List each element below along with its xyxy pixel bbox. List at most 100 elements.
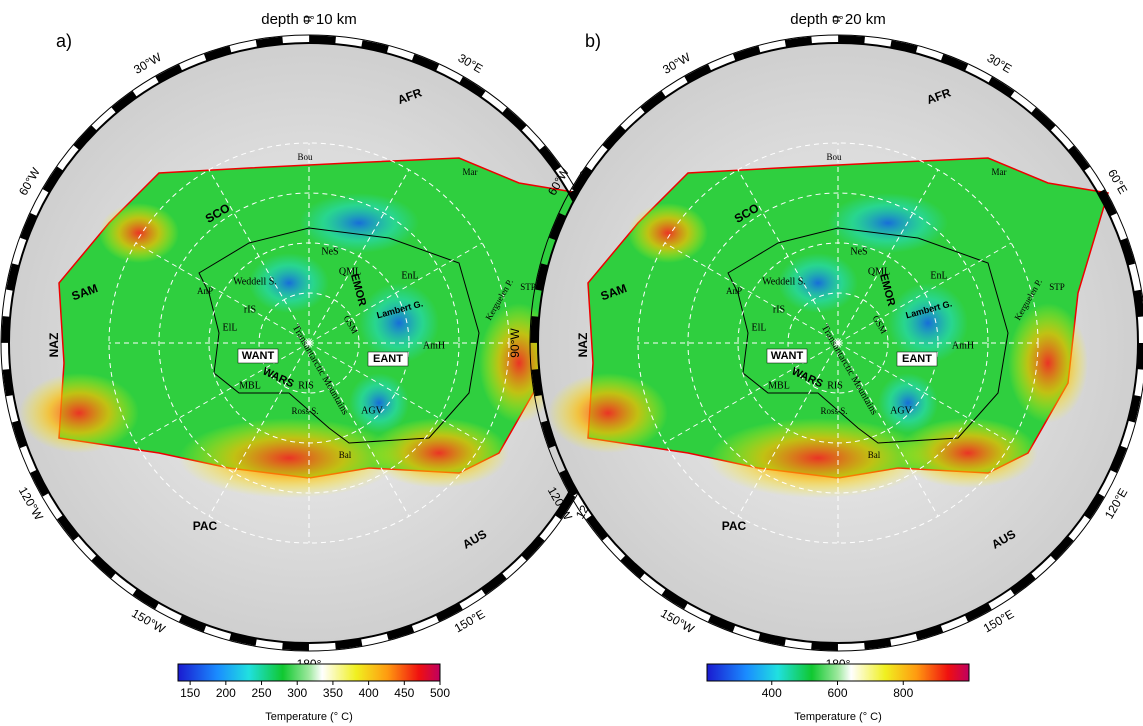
colorbar-tick-label: 450 bbox=[394, 686, 414, 700]
region-label: RIS bbox=[827, 380, 843, 391]
meridian bbox=[664, 342, 839, 444]
meridian bbox=[308, 242, 483, 344]
region-label: Bal bbox=[868, 450, 881, 460]
warm-anomaly bbox=[898, 418, 1038, 488]
map-panel: depth = 10 kma)0°30°E60°E90°E120°E150°E1… bbox=[0, 11, 639, 723]
region-label: Bou bbox=[297, 152, 313, 162]
colorbar-tick-label: 300 bbox=[287, 686, 307, 700]
label-box bbox=[367, 351, 409, 367]
colorbar-label: Temperature (° C) bbox=[794, 711, 882, 723]
degree-label: 60°W bbox=[16, 165, 43, 198]
colorbar-label: Temperature (° C) bbox=[265, 711, 353, 723]
region-label: NeS bbox=[850, 246, 867, 257]
meridian bbox=[308, 169, 410, 344]
region-label: WANT bbox=[771, 350, 804, 362]
colorbar-tick-label: 500 bbox=[430, 686, 450, 700]
warm-anomaly bbox=[548, 373, 668, 453]
region-label: ElL bbox=[752, 322, 767, 333]
meridian bbox=[664, 242, 839, 344]
meridian bbox=[135, 342, 310, 444]
warm-anomaly bbox=[99, 203, 179, 263]
region-label: MBL bbox=[768, 380, 790, 391]
region-label: NAZ bbox=[47, 333, 61, 358]
region-label: PAC bbox=[193, 519, 218, 533]
region-label: AmH bbox=[952, 340, 974, 351]
panel-label: a) bbox=[56, 31, 72, 51]
meridian bbox=[308, 342, 410, 517]
region-label: PAC bbox=[722, 519, 747, 533]
region-label: QML bbox=[868, 266, 890, 277]
warm-anomaly bbox=[628, 203, 708, 263]
region-label: ElL bbox=[223, 322, 238, 333]
region-label: Mar bbox=[463, 167, 478, 177]
region-label: Weddell S. bbox=[233, 276, 277, 287]
degree-label: 90°W bbox=[508, 328, 522, 358]
region-label: EANT bbox=[373, 353, 403, 365]
warm-anomaly bbox=[369, 418, 509, 488]
warm-anomaly bbox=[1008, 303, 1088, 423]
graticule bbox=[687, 192, 989, 494]
label-box bbox=[766, 348, 808, 364]
warm-anomaly bbox=[708, 418, 928, 498]
degree-label: 150°W bbox=[658, 606, 697, 637]
region-label: QML bbox=[339, 266, 361, 277]
antarctica-outline bbox=[727, 227, 1009, 444]
region-label: rIS bbox=[244, 304, 256, 315]
meridian bbox=[208, 342, 310, 517]
warm-anomaly bbox=[179, 418, 399, 498]
region-label: EnL bbox=[930, 270, 947, 281]
region-label: Bou bbox=[826, 152, 842, 162]
degree-label: 120°E bbox=[1102, 486, 1131, 521]
region-label: rIS bbox=[773, 304, 785, 315]
degree-label: 30°E bbox=[985, 51, 1015, 76]
region-label: RIS bbox=[298, 380, 314, 391]
colorbar-tick-label: 400 bbox=[762, 686, 782, 700]
region-label: MBL bbox=[239, 380, 261, 391]
meridian bbox=[737, 169, 839, 344]
cold-anomaly bbox=[349, 373, 409, 433]
colorbar bbox=[706, 663, 970, 682]
colorbar bbox=[177, 663, 441, 682]
meridian bbox=[837, 169, 939, 344]
antarctica-outline bbox=[198, 227, 480, 444]
region-label: EnL bbox=[401, 270, 418, 281]
meridian bbox=[135, 242, 310, 344]
panel-label: b) bbox=[585, 31, 601, 51]
cold-anomaly bbox=[878, 373, 938, 433]
label-box bbox=[237, 348, 279, 364]
region-label: Mar bbox=[992, 167, 1007, 177]
panel-title: depth = 10 km bbox=[261, 11, 356, 28]
region-label: STP bbox=[520, 282, 536, 292]
meridian bbox=[837, 242, 1012, 344]
region-label: Weddell S. bbox=[762, 276, 806, 287]
degree-label: 0° bbox=[832, 13, 844, 27]
map-panel: depth = 20 kmb)0°30°E60°E90°E120°E150°E1… bbox=[508, 11, 1143, 723]
meridian bbox=[837, 342, 939, 517]
colorbar-tick-label: 200 bbox=[216, 686, 236, 700]
colorbar-tick-label: 400 bbox=[359, 686, 379, 700]
meridian bbox=[308, 342, 483, 444]
colorbar-tick-label: 150 bbox=[180, 686, 200, 700]
degree-label: 60°E bbox=[1105, 167, 1130, 197]
region-label: NAZ bbox=[576, 333, 590, 358]
region-label: AGV bbox=[361, 405, 383, 416]
region-label: STP bbox=[1049, 282, 1065, 292]
region-label: Ross S. bbox=[820, 406, 847, 416]
colorbar-tick-label: 800 bbox=[893, 686, 913, 700]
region-label: Ross S. bbox=[291, 406, 318, 416]
frame-ticks bbox=[530, 35, 1143, 651]
frame bbox=[537, 42, 1139, 644]
degree-label: 30°E bbox=[456, 51, 486, 76]
frame-outer bbox=[529, 34, 1143, 652]
panel-title: depth = 20 km bbox=[790, 11, 885, 28]
region-label: EANT bbox=[902, 353, 932, 365]
meridian bbox=[837, 342, 1012, 444]
degree-label: 150°W bbox=[129, 606, 168, 637]
warm-anomaly bbox=[19, 373, 139, 453]
meridian bbox=[737, 342, 839, 517]
degree-label: 30°W bbox=[131, 50, 164, 77]
meridian bbox=[208, 169, 310, 344]
region-label: AGV bbox=[890, 405, 912, 416]
region-label: WANT bbox=[242, 350, 275, 362]
